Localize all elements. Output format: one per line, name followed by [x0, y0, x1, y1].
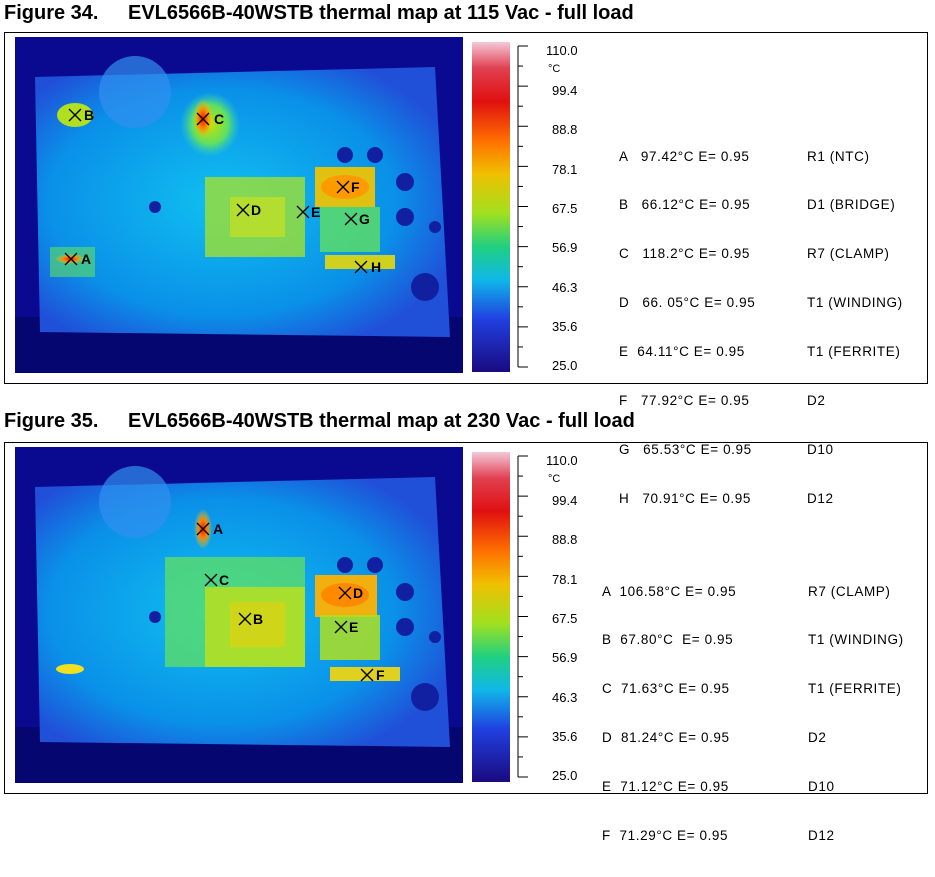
marker-d: D — [236, 202, 261, 218]
scale-tick-label: 67.5 — [552, 201, 577, 216]
scale-tick-label: 88.8 — [552, 122, 577, 137]
measurement-row: C 71.63°C E= 0.95 T1 (FERRITE) — [602, 681, 902, 697]
measurement-row: B 66.12°C E= 0.95 D1 (BRIDGE) — [619, 197, 896, 213]
svg-text:A: A — [213, 521, 223, 537]
marker-e: E — [334, 619, 358, 635]
marker-e: E — [296, 204, 320, 220]
scale-ticks — [517, 455, 528, 778]
marker-b: B — [68, 107, 94, 123]
marker-d: D — [338, 585, 363, 601]
scale-tick-label: 46.3 — [552, 280, 577, 295]
measurement-row: E 71.12°C E= 0.95 D10 — [602, 779, 835, 795]
scale-unit: °C — [548, 473, 560, 485]
svg-text:H: H — [371, 259, 381, 275]
marker-c: C — [204, 572, 229, 588]
temperature-scale: 110.0 °C 99.4 88.8 78.1 67.5 56.9 46.3 3… — [472, 42, 578, 372]
figure-caption: EVL6566B-40WSTB thermal map at 230 Vac -… — [128, 410, 635, 432]
marker-h: H — [354, 259, 381, 275]
svg-text:G: G — [359, 211, 370, 227]
scale-tick-label: 67.5 — [552, 611, 577, 626]
measurement-row: E 64.11°C E= 0.95 T1 (FERRITE) — [619, 344, 901, 360]
scale-tick-label: 35.6 — [552, 729, 577, 744]
scale-tick-label: 78.1 — [552, 572, 577, 587]
measurement-row: A 97.42°C E= 0.95 R1 (NTC) — [619, 148, 870, 164]
svg-text:B: B — [84, 107, 94, 123]
svg-text:C: C — [219, 572, 229, 588]
thermal-image-115vac: B C D E F G A — [15, 37, 463, 373]
svg-text:C: C — [214, 111, 224, 127]
measurement-row: D 66. 05°C E= 0.95 T1 (WINDING) — [619, 295, 903, 311]
measurement-row: G 65.53°C E= 0.95 D10 — [619, 441, 834, 457]
thermal-image-230vac: A C B D E F — [15, 447, 463, 783]
measurement-list: A 97.42°C E= 0.95 R1 (NTC) B 66.12°C E= 0… — [619, 116, 903, 540]
figure-34-frame: B C D E F G A — [4, 32, 928, 506]
marker-a: A — [196, 521, 223, 537]
measurement-row: C 118.2°C E= 0.95 R7 (CLAMP) — [619, 246, 890, 262]
figure-number: Figure 35. — [4, 410, 99, 432]
svg-text:D: D — [251, 202, 261, 218]
svg-text:F: F — [351, 179, 360, 195]
svg-text:B: B — [253, 611, 263, 627]
measurement-row: A 106.58°C E= 0.95 R7 (CLAMP) — [602, 583, 891, 599]
figure-caption: EVL6566B-40WSTB thermal map at 115 Vac -… — [128, 2, 634, 24]
scale-tick-label: 110.0 — [546, 453, 578, 468]
scale-tick-label: 35.6 — [552, 319, 577, 334]
scale-tick-label: 25.0 — [552, 358, 577, 372]
marker-f: F — [336, 179, 360, 195]
scale-tick-label: 46.3 — [552, 690, 577, 705]
marker-a: A — [64, 251, 91, 267]
temperature-scale: 110.0 °C 99.4 88.8 78.1 67.5 56.9 46.3 3… — [472, 452, 578, 782]
marker-b: B — [238, 611, 263, 627]
figure-34-title: Figure 34. EVL6566B-40WSTB thermal map at… — [4, 2, 634, 25]
scale-tick-label: 99.4 — [552, 83, 577, 98]
scale-tick-label: 56.9 — [552, 650, 577, 665]
measurement-row: F 71.29°C E= 0.95 D12 — [602, 828, 835, 844]
svg-text:E: E — [311, 204, 320, 220]
svg-text:D: D — [353, 585, 363, 601]
svg-text:E: E — [349, 619, 358, 635]
marker-f: F — [360, 667, 385, 683]
scale-tick-label: 110.0 — [546, 43, 578, 58]
measurement-row: D 81.24°C E= 0.95 D2 — [602, 730, 827, 746]
marker-c: C — [196, 111, 224, 127]
measurement-row: H 70.91°C E= 0.95 D12 — [619, 490, 834, 506]
measurement-list: A 106.58°C E= 0.95 R7 (CLAMP) B 67.80°C E… — [602, 551, 904, 877]
scale-tick-label: 56.9 — [552, 240, 577, 255]
figure-number: Figure 34. — [4, 2, 99, 24]
svg-text:A: A — [81, 251, 91, 267]
scale-tick-label: 25.0 — [552, 768, 577, 782]
measurement-row: F 77.92°C E= 0.95 D2 — [619, 393, 826, 409]
figure-35-title: Figure 35. EVL6566B-40WSTB thermal map at… — [4, 410, 635, 433]
scale-ticks — [517, 45, 528, 368]
measurement-row: B 67.80°C E= 0.95 T1 (WINDING) — [602, 632, 904, 648]
scale-tick-label: 99.4 — [552, 493, 577, 508]
marker-g: G — [344, 211, 370, 227]
scale-unit: °C — [548, 63, 560, 75]
scale-tick-label: 88.8 — [552, 532, 577, 547]
figure-35-frame: A C B D E F — [4, 442, 928, 843]
scale-tick-label: 78.1 — [552, 162, 577, 177]
svg-text:F: F — [376, 667, 385, 683]
